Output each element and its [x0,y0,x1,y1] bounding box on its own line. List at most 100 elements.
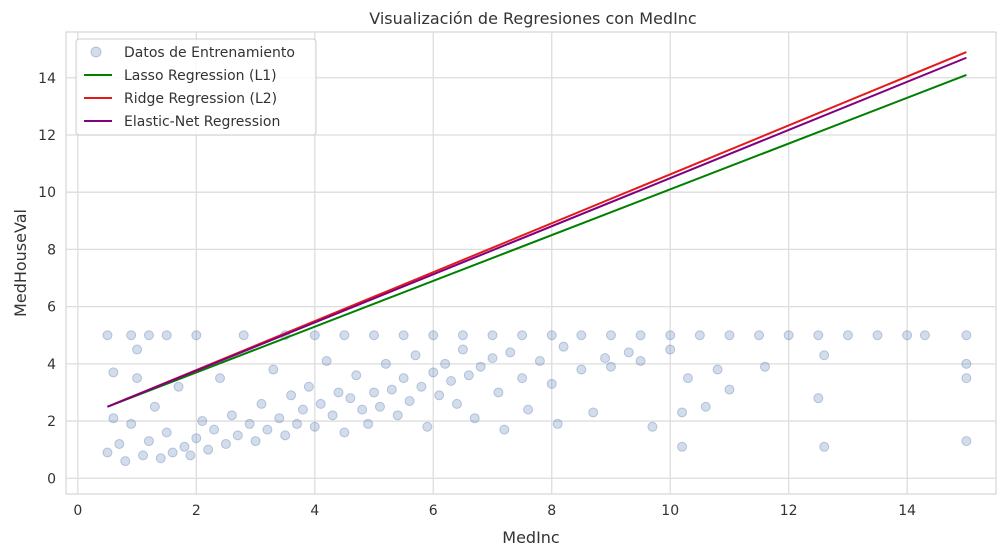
legend-box [75,38,317,136]
series-line [107,56,967,408]
scatter-point [143,436,154,447]
scatter-point [440,358,451,369]
scatter-point [351,370,362,381]
scatter-point [232,430,243,441]
scatter-point [724,384,735,395]
y-tick-label: 0 [47,471,56,487]
scatter-point [339,427,350,438]
scatter-point [297,404,308,415]
scatter-point [576,364,587,375]
y-tick-label: 6 [47,300,56,316]
legend-label-lasso: Lasso Regression (L1) [124,68,277,84]
y-tick-label: 8 [47,242,56,258]
scatter-point [428,367,439,378]
scatter-point [576,330,587,341]
scatter-point [487,353,498,364]
scatter-point [256,398,267,409]
y-axis-title: MedHouseVal [11,209,30,317]
scatter-point [369,387,380,398]
legend-label-elastic-net: Elastic-Net Regression [124,114,280,130]
x-axis-ticks: 0 2 4 6 8 10 12 14 [73,503,916,519]
scatter-point [558,341,569,352]
chart-title: Visualización de Regresiones con MedInc [369,9,696,28]
scatter-point [380,358,391,369]
y-tick-label: 4 [47,357,56,373]
scatter-point [226,410,237,421]
scatter-point [363,418,374,429]
scatter-point [813,393,824,404]
scatter-point [132,344,143,355]
scatter-point [505,347,516,358]
scatter-point [694,330,705,341]
scatter-point [398,330,409,341]
scatter-point [386,384,397,395]
x-axis-title: MedInc [502,528,559,547]
scatter-point [665,330,676,341]
scatter-point [457,344,468,355]
scatter-point [404,396,415,407]
scatter-point [345,393,356,404]
scatter-point [487,330,498,341]
scatter-point [108,367,119,378]
y-tick-label: 14 [38,71,56,87]
scatter-point [499,424,510,435]
scatter-point [392,410,403,421]
legend-label-training-data: Datos de Entrenamiento [124,45,295,61]
scatter-point [215,373,226,384]
scatter-point [872,330,883,341]
x-tick-label: 4 [310,503,319,519]
scatter-point [374,401,385,412]
scatter-point [149,401,160,412]
scatter-point [819,441,830,452]
scatter-point [819,350,830,361]
scatter-point [446,376,457,387]
scatter-point [759,361,770,372]
scatter-point [262,424,273,435]
scatter-point [280,430,291,441]
scatter-point [126,418,137,429]
y-tick-label: 2 [47,414,56,430]
scatter-point [179,441,190,452]
scatter-point [161,427,172,438]
scatter-point [209,424,220,435]
scatter-point [700,401,711,412]
scatter-point [463,370,474,381]
scatter-point [517,373,528,384]
scatter-point [605,330,616,341]
scatter-point [588,407,599,418]
scatter-point [919,330,930,341]
scatter-point [623,347,634,358]
scatter-point [546,330,557,341]
scatter-point [333,387,344,398]
scatter-point [173,381,184,392]
x-tick-label: 10 [661,503,679,519]
x-tick-label: 6 [429,503,438,519]
scatter-point [203,444,214,455]
scatter-point [422,421,433,432]
scatter-point [357,404,368,415]
scatter-point [250,436,261,447]
scatter-point [546,378,557,389]
x-tick-label: 2 [192,503,201,519]
scatter-point [102,447,113,458]
x-tick-label: 8 [547,503,556,519]
scatter-point [114,438,125,449]
legend-label-ridge: Ridge Regression (L2) [124,91,277,107]
scatter-point [712,364,723,375]
scatter-point [369,330,380,341]
scatter-point [197,416,208,427]
legend-marker-training-data [90,46,102,58]
scatter-point [108,413,119,424]
series-line [107,73,967,408]
y-axis-ticks: 0 2 4 6 8 10 12 14 [38,71,56,487]
scatter-point [303,381,314,392]
y-tick-label: 10 [38,185,56,201]
y-tick-label: 12 [38,128,56,144]
scatter-point [754,330,765,341]
scatter-point [647,421,658,432]
scatter-point [321,355,332,366]
regression-lines [107,51,967,408]
scatter-point [220,438,231,449]
scatter-point [961,358,972,369]
scatter-points [102,330,972,467]
